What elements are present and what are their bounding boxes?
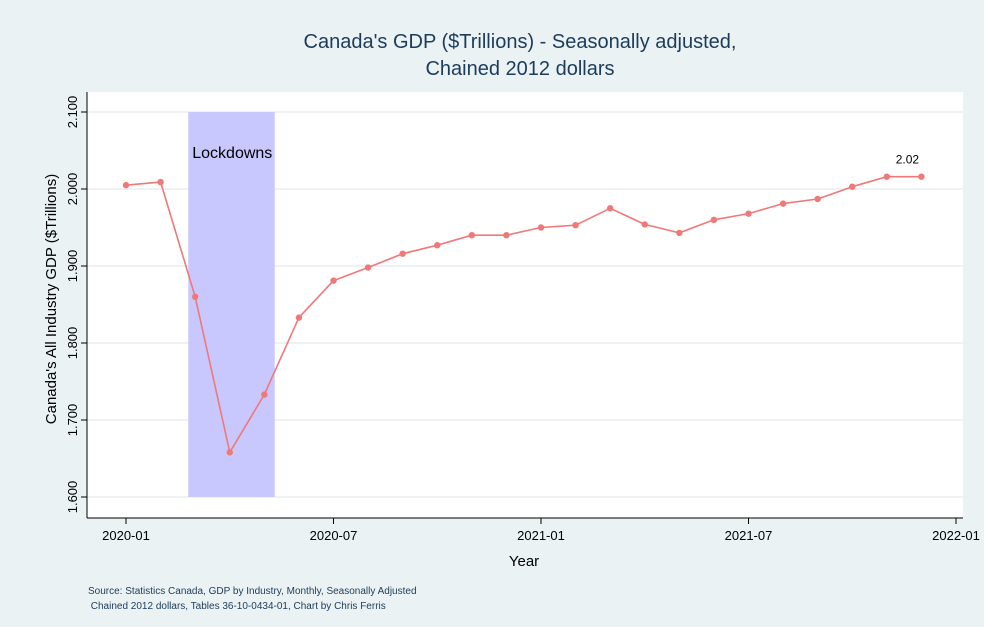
x-tick-label: 2021-07 — [725, 528, 773, 543]
x-tick-label: 2020-07 — [310, 528, 358, 543]
data-point — [122, 181, 130, 189]
data-point — [814, 195, 821, 203]
axes — [86, 92, 963, 519]
lockdown-label: Lockdowns — [192, 145, 272, 162]
data-point — [883, 173, 891, 180]
x-tick-label: 2022-01 — [932, 528, 980, 543]
x-tick-label: 2021-01 — [517, 528, 565, 543]
data-point — [434, 242, 441, 249]
y-tick-label: 1.900 — [65, 250, 80, 283]
y-axis-label: Canada's All Industry GDP ($Trillions) — [43, 174, 60, 424]
x-axis-label: Year — [509, 553, 539, 570]
data-point — [191, 293, 199, 300]
data-point — [295, 314, 303, 321]
series-line — [125, 175, 922, 454]
data-point — [745, 210, 752, 217]
data-point — [641, 221, 648, 228]
lockdown-region: Lockdowns — [188, 112, 275, 497]
data-point — [330, 277, 337, 284]
data-point — [849, 183, 856, 190]
y-tick-label: 1.800 — [65, 327, 80, 360]
data-point — [364, 264, 372, 271]
data-point — [503, 232, 510, 239]
source-note-line-1: Source: Statistics Canada, GDP by Indust… — [88, 586, 417, 597]
data-point — [779, 200, 787, 207]
data-point — [918, 173, 925, 180]
gdp-series-line — [125, 175, 922, 454]
data-point — [157, 178, 164, 186]
data-point — [261, 391, 268, 398]
data-point — [226, 449, 233, 456]
y-axis-ticks: 1.600 1.700 1.800 1.900 2.000 2.100 — [65, 96, 87, 514]
chart-title-line-2: Chained 2012 dollars — [425, 58, 614, 80]
y-tick-label: 1.700 — [65, 404, 80, 437]
lockdown-shading — [188, 112, 275, 497]
data-point — [537, 224, 545, 231]
data-point — [606, 205, 614, 212]
y-tick-label: 2.000 — [65, 173, 80, 206]
y-tick-label: 1.600 — [65, 481, 80, 514]
x-axis-ticks: 2020-01 2020-07 2021-01 2021-07 2022-01 — [102, 518, 980, 543]
x-tick-label: 2020-01 — [102, 528, 150, 543]
data-point — [710, 216, 718, 223]
series-points — [122, 173, 925, 456]
last-value-label: 2.02 — [896, 153, 920, 167]
data-point — [468, 232, 476, 239]
chart-title-line-1: Canada's GDP ($Trillions) - Seasonally a… — [304, 31, 737, 53]
data-point — [399, 250, 406, 257]
data-point — [676, 229, 683, 237]
annotations: 2.02 — [896, 153, 920, 167]
y-tick-label: 2.100 — [65, 96, 80, 129]
source-note-line-2: Chained 2012 dollars, Tables 36-10-0434-… — [88, 601, 386, 612]
data-point — [572, 221, 579, 229]
